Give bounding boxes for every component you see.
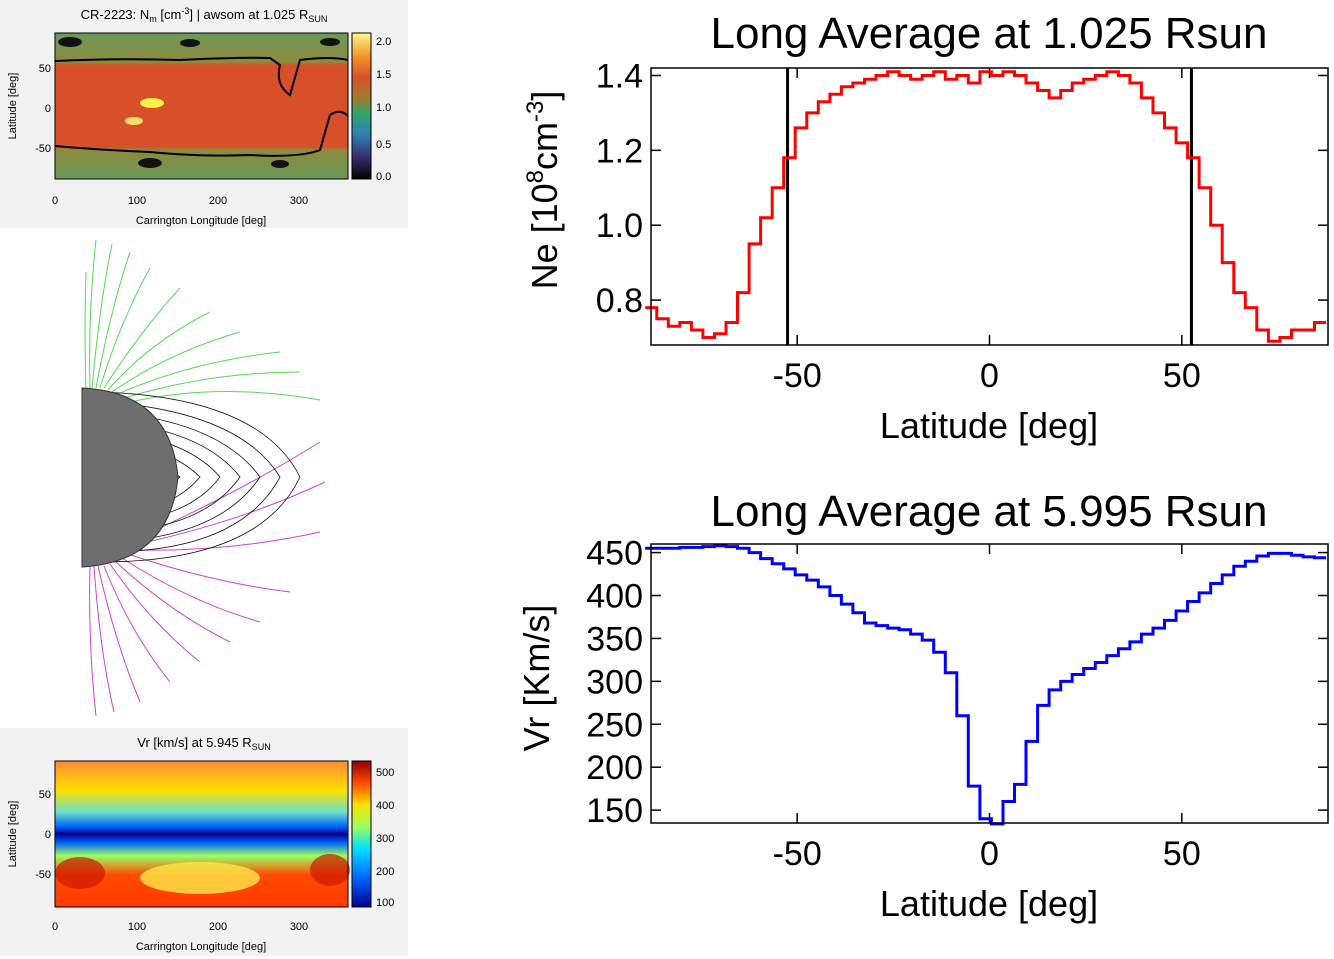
chart-x-label: Latitude [deg] [880, 883, 1098, 924]
plot-frame [650, 67, 1329, 346]
density-map-panel: CR-2223: Nm [cm-3] | awsom at 1.025 RSUN… [0, 0, 408, 228]
map-y-tick: 50 [39, 63, 51, 75]
map-title: Vr [km/s] at 5.945 RSUN [137, 735, 270, 752]
y-tick-label: 1.0 [596, 207, 643, 245]
y-tick-label: 0.8 [596, 282, 643, 320]
y-tick-label: 1.2 [596, 132, 643, 170]
density-profile-chart: Long Average at 1.025 Rsun Ne [108cm-3] … [505, 0, 1334, 460]
colorbar [351, 760, 372, 908]
sun-surface [81, 387, 179, 568]
x-tick-label: 0 [980, 835, 999, 873]
map-y-tick: -50 [35, 869, 51, 881]
colorbar-tick: 300 [376, 833, 394, 845]
plot-frame [650, 543, 1329, 824]
map-frame [54, 32, 349, 180]
map-contour [54, 110, 349, 157]
map-bright-spot [140, 98, 164, 108]
density-chart-svg: Long Average at 1.025 Rsun Ne [108cm-3] … [522, 9, 1329, 446]
velocity-profile-chart: Long Average at 5.995 Rsun Vr [Km/s] Lat… [505, 478, 1334, 948]
chart-y-label: Vr [Km/s] [516, 605, 557, 752]
density-series-line [645, 70, 1327, 343]
map-y-tick: 50 [39, 789, 51, 801]
map-x-tick: 100 [128, 921, 146, 933]
y-tick-label: 250 [586, 706, 643, 744]
map-frame [54, 760, 349, 908]
y-tick-label: 300 [586, 663, 643, 701]
y-tick-label: 450 [586, 535, 643, 573]
map-y-label: Latitude [deg] [7, 801, 19, 868]
colorbar-tick: 1.5 [376, 69, 391, 81]
velocity-series-line [645, 544, 1327, 826]
colorbar-tick: 500 [376, 767, 394, 779]
map-x-tick: 100 [128, 195, 146, 207]
map-image [55, 33, 348, 179]
chart-title: Long Average at 5.995 Rsun [711, 487, 1268, 536]
map-x-tick: 0 [52, 921, 58, 933]
map-y-tick: 0 [45, 103, 51, 115]
map-x-tick: 200 [209, 195, 227, 207]
x-tick-label: -50 [773, 357, 822, 395]
colorbar-tick: 0.5 [376, 139, 391, 151]
chart-y-label: Ne [108cm-3] [522, 91, 565, 290]
y-tick-label: 400 [586, 578, 643, 616]
field-lines-panel [0, 232, 408, 724]
map-dark-region [138, 158, 162, 168]
colorbar-tick: 0.0 [376, 171, 391, 183]
map-region [140, 862, 260, 894]
map-title: CR-2223: Nm [cm-3] | awsom at 1.025 RSUN [81, 6, 328, 24]
map-x-tick: 0 [52, 195, 58, 207]
colorbar-tick: 2.0 [376, 36, 391, 48]
x-tick-label: -50 [773, 835, 822, 873]
map-contour [54, 56, 349, 97]
x-tick-label: 50 [1163, 357, 1201, 395]
open-field-lines-south [89, 441, 326, 717]
colorbar-tick: 100 [376, 897, 394, 909]
map-y-tick: 0 [45, 829, 51, 841]
colorbar-tick: 1.0 [376, 102, 391, 114]
map-x-label: Carrington Longitude [deg] [136, 941, 266, 953]
map-dark-region [180, 39, 200, 47]
map-bright-spot [125, 117, 143, 125]
y-tick-label: 350 [586, 620, 643, 658]
map-dark-region [271, 160, 289, 168]
map-dark-region [58, 37, 82, 47]
map-x-tick: 300 [290, 195, 308, 207]
x-tick-label: 50 [1163, 835, 1201, 873]
density-map: CR-2223: Nm [cm-3] | awsom at 1.025 RSUN… [7, 6, 391, 227]
open-field-lines-north [84, 239, 321, 403]
velocity-map-panel: Vr [km/s] at 5.945 RSUN 500 400 300 200 … [0, 728, 408, 956]
chart-x-label: Latitude [deg] [880, 405, 1098, 446]
chart-title: Long Average at 1.025 Rsun [711, 9, 1268, 58]
y-tick-label: 150 [586, 792, 643, 830]
map-y-label: Latitude [deg] [7, 73, 19, 140]
map-dark-region [320, 38, 340, 46]
map-region [310, 854, 350, 886]
map-y-tick: -50 [35, 143, 51, 155]
colorbar-tick: 200 [376, 866, 394, 878]
field-lines-image [81, 239, 326, 717]
map-region [55, 857, 105, 889]
map-x-tick: 300 [290, 921, 308, 933]
map-x-tick: 200 [209, 921, 227, 933]
x-tick-label: 0 [980, 357, 999, 395]
colorbar [351, 32, 372, 180]
y-tick-label: 200 [586, 749, 643, 787]
velocity-chart-svg: Long Average at 5.995 Rsun Vr [Km/s] Lat… [516, 487, 1329, 924]
map-x-label: Carrington Longitude [deg] [136, 215, 266, 227]
velocity-map: Vr [km/s] at 5.945 RSUN 500 400 300 200 … [7, 735, 394, 953]
colorbar-tick: 400 [376, 800, 394, 812]
y-tick-label: 1.4 [596, 57, 643, 95]
